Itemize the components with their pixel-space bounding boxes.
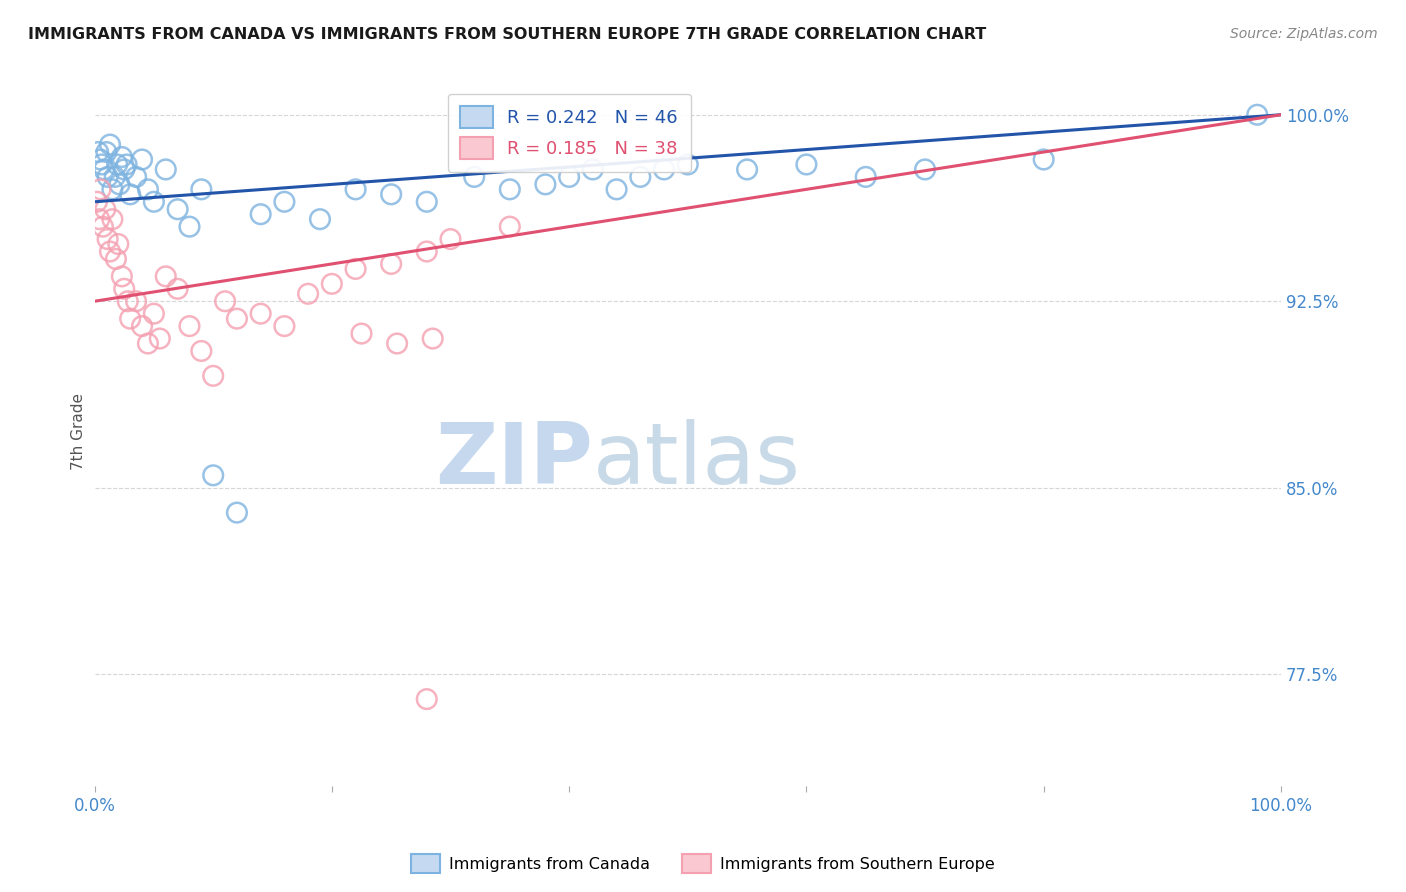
Point: [136, 182, 159, 196]
Point: [87, 145, 110, 159]
Point: [190, 182, 212, 196]
Point: [104, 169, 127, 184]
Point: [499, 219, 522, 234]
Point: [142, 194, 165, 209]
Point: [112, 162, 135, 177]
Point: [105, 157, 128, 171]
Point: [380, 187, 402, 202]
Point: [463, 169, 485, 184]
Point: [439, 232, 461, 246]
Point: [125, 294, 148, 309]
Point: [202, 368, 225, 383]
Point: [416, 244, 439, 259]
Point: [120, 187, 142, 202]
Point: [214, 294, 236, 309]
Point: [107, 237, 129, 252]
Point: [249, 207, 271, 221]
Point: [96, 145, 118, 159]
Point: [1032, 153, 1054, 167]
Point: [226, 506, 249, 520]
Text: atlas: atlas: [593, 418, 801, 501]
Point: [179, 319, 201, 334]
Point: [142, 307, 165, 321]
Point: [652, 162, 675, 177]
Legend: Immigrants from Canada, Immigrants from Southern Europe: Immigrants from Canada, Immigrants from …: [405, 847, 1001, 880]
Point: [91, 219, 114, 234]
Point: [385, 336, 408, 351]
Point: [380, 257, 402, 271]
Point: [104, 252, 127, 266]
Point: [120, 311, 142, 326]
Point: [94, 202, 117, 217]
Point: [226, 311, 249, 326]
Point: [89, 182, 111, 196]
Point: [676, 157, 699, 171]
Point: [628, 169, 651, 184]
Point: [606, 182, 628, 196]
Point: [149, 332, 172, 346]
Point: [155, 162, 177, 177]
Point: [101, 212, 124, 227]
Point: [166, 202, 188, 217]
Point: [273, 319, 295, 334]
Point: [735, 162, 758, 177]
Point: [1246, 108, 1268, 122]
Point: [89, 153, 111, 167]
Point: [155, 269, 177, 284]
Point: [179, 219, 201, 234]
Point: [321, 277, 343, 291]
Point: [499, 182, 522, 196]
Point: [202, 468, 225, 483]
Point: [111, 150, 134, 164]
Point: [558, 169, 581, 184]
Point: [125, 169, 148, 184]
Point: [93, 162, 115, 177]
Point: [855, 169, 877, 184]
Point: [422, 332, 444, 346]
Point: [309, 212, 332, 227]
Point: [534, 178, 557, 192]
Point: [166, 282, 188, 296]
Point: [97, 169, 120, 184]
Point: [117, 294, 139, 309]
Point: [582, 162, 605, 177]
Text: ZIP: ZIP: [434, 418, 593, 501]
Point: [416, 194, 439, 209]
Point: [297, 286, 319, 301]
Point: [350, 326, 373, 341]
Point: [97, 232, 120, 246]
Point: [136, 336, 159, 351]
Point: [98, 137, 121, 152]
Point: [344, 182, 367, 196]
Point: [416, 692, 439, 706]
Point: [112, 282, 135, 296]
Point: [273, 194, 295, 209]
Point: [111, 269, 134, 284]
Point: [914, 162, 936, 177]
Point: [89, 212, 111, 227]
Y-axis label: 7th Grade: 7th Grade: [72, 393, 86, 470]
Point: [131, 153, 153, 167]
Point: [796, 157, 818, 171]
Point: [98, 244, 121, 259]
Point: [131, 319, 153, 334]
Text: Source: ZipAtlas.com: Source: ZipAtlas.com: [1230, 27, 1378, 41]
Point: [115, 157, 138, 171]
Point: [101, 182, 124, 196]
Point: [249, 307, 271, 321]
Point: [108, 178, 131, 192]
Point: [90, 157, 112, 171]
Legend: R = 0.242   N = 46, R = 0.185   N = 38: R = 0.242 N = 46, R = 0.185 N = 38: [447, 94, 690, 172]
Point: [190, 343, 212, 358]
Point: [86, 194, 108, 209]
Point: [344, 261, 367, 276]
Text: IMMIGRANTS FROM CANADA VS IMMIGRANTS FROM SOUTHERN EUROPE 7TH GRADE CORRELATION : IMMIGRANTS FROM CANADA VS IMMIGRANTS FRO…: [28, 27, 987, 42]
